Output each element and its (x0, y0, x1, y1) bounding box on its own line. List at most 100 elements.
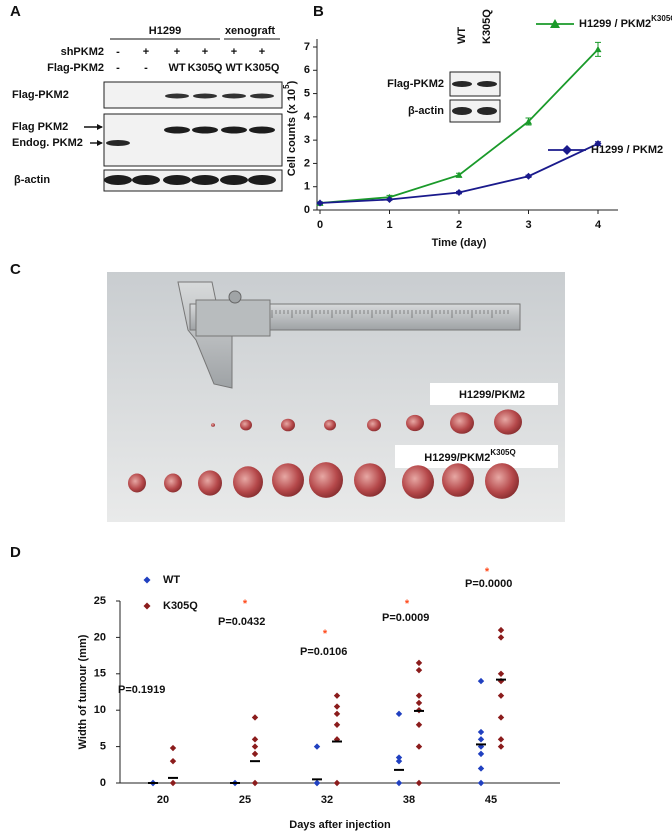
y-tick-label: 1 (304, 181, 310, 193)
lane-label: + (143, 46, 149, 58)
marker (594, 140, 602, 148)
blot-label: β-actin (14, 174, 50, 186)
data-point (497, 634, 505, 641)
p-value: P=0.0009 (382, 612, 429, 624)
inset-blot-label: Flag-PKM2 (387, 78, 444, 90)
lane-label: + (174, 46, 180, 58)
data-point (313, 743, 321, 750)
x-tick-label: 0 (317, 219, 323, 231)
data-point (477, 728, 485, 736)
data-point (395, 754, 403, 761)
band (106, 140, 130, 146)
panel-label: C (10, 261, 21, 278)
data-point (415, 699, 423, 707)
band (477, 107, 497, 115)
data-point (497, 626, 505, 634)
x-tick-label: 25 (239, 794, 251, 806)
legend-label: H1299 / PKM2K305Q (579, 14, 672, 30)
band (220, 175, 248, 185)
y-tick-label: 20 (94, 631, 106, 643)
x-axis-label: Days after injection (289, 819, 391, 831)
text-part: H1299 / PKM2 (591, 144, 663, 156)
tumour (233, 466, 263, 498)
data-point (415, 692, 423, 699)
y-tick-label: 4 (304, 111, 311, 123)
band (250, 93, 274, 99)
y-tick-label: 5 (304, 87, 310, 99)
tumour (485, 463, 519, 499)
group-label: H1299 (149, 25, 181, 37)
text-part: ) (286, 80, 298, 84)
x-tick-label: 1 (386, 219, 392, 231)
y-tick-label: 6 (304, 64, 310, 76)
arrowhead (97, 124, 103, 130)
band (477, 81, 497, 87)
lane-label: - (144, 62, 148, 74)
data-point (477, 750, 485, 758)
data-point (395, 757, 403, 765)
text-part: H1299/PKM2 (424, 452, 490, 464)
tumour (324, 419, 336, 431)
p-value: P=0.0106 (300, 646, 347, 658)
photo-label: H1299/PKM2K305Q (424, 448, 515, 464)
band (248, 175, 276, 185)
data-point (415, 779, 423, 787)
legend-marker (143, 602, 151, 610)
data-point (477, 736, 485, 743)
data-point (415, 666, 423, 674)
legend-label: K305Q (163, 600, 198, 612)
data-point (333, 710, 341, 718)
tumour (309, 462, 343, 498)
y-tick-label: 10 (94, 704, 106, 716)
band (132, 175, 160, 185)
lane-label: WT (225, 62, 242, 74)
panel-label: B (313, 3, 324, 20)
legend-label: WT (163, 574, 180, 586)
p-value: P=0.0432 (218, 616, 265, 628)
marker (455, 189, 463, 197)
data-point (169, 779, 177, 787)
lane-label: + (202, 46, 208, 58)
data-point (497, 743, 505, 750)
superscript: K305Q (651, 14, 672, 23)
significance-mark: * (323, 628, 328, 640)
p-value: P=0.0000 (465, 578, 512, 590)
legend-marker (143, 576, 151, 584)
p-value: P=0.1919 (118, 684, 165, 696)
band (222, 93, 246, 99)
data-point (333, 779, 341, 787)
band (192, 126, 218, 134)
marker (455, 171, 463, 178)
x-tick-label: 20 (157, 794, 169, 806)
x-tick-label: 32 (321, 794, 333, 806)
data-point (497, 692, 505, 699)
text-part: Cell counts (x 10 (286, 89, 298, 176)
data-point (313, 779, 321, 787)
y-tick-label: 2 (304, 157, 310, 169)
data-point (169, 757, 177, 765)
row-label: Flag-PKM2 (47, 62, 104, 74)
tumour (402, 465, 434, 499)
significance-mark: * (405, 598, 410, 610)
y-tick-label: 7 (304, 41, 310, 53)
blot-label: Flag-PKM2 (12, 89, 69, 101)
data-point (477, 765, 485, 772)
tumour (164, 473, 182, 493)
lane-label: WT (168, 62, 185, 74)
band (165, 93, 189, 99)
data-point (497, 736, 505, 743)
label-box (430, 383, 558, 405)
y-axis-label: Cell counts (x 105) (282, 80, 298, 176)
lane-label: - (116, 62, 120, 74)
data-point (497, 677, 505, 685)
x-tick-label: 3 (525, 219, 531, 231)
photo-label: H1299/PKM2 (459, 389, 525, 401)
x-tick-label: 2 (456, 219, 462, 231)
significance-mark: * (485, 566, 490, 578)
lane-label: K305Q (188, 62, 223, 74)
y-axis-label: Width of tumour (mm) (77, 634, 89, 749)
band (193, 93, 217, 99)
tumour (494, 409, 522, 435)
